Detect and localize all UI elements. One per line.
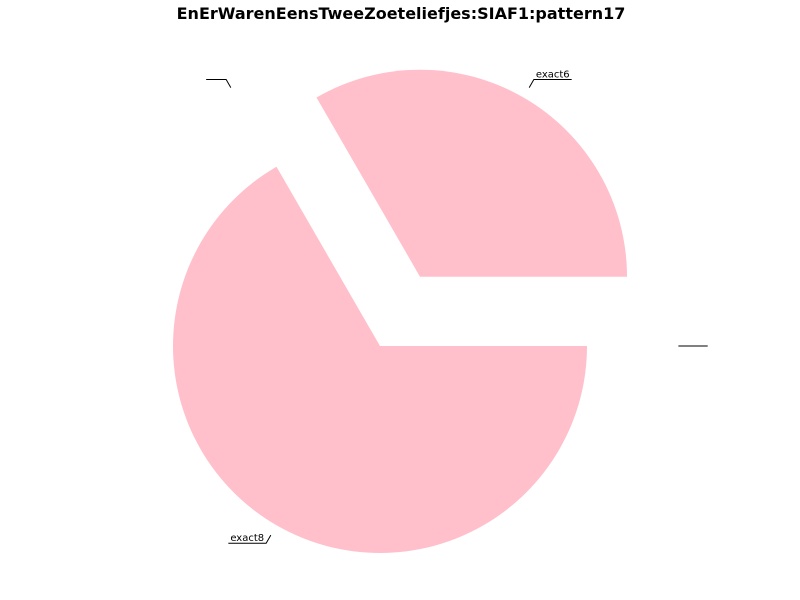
slice-label-exact8: exact8 bbox=[230, 533, 264, 544]
pie-slices bbox=[173, 69, 627, 554]
leader-line-exact8 bbox=[228, 534, 272, 544]
pie-slice-exact8 bbox=[173, 166, 587, 554]
leader-line-exact6 bbox=[528, 79, 572, 88]
chart-title: EnErWarenEensTweeZoeteliefjes:SIAF1:patt… bbox=[177, 4, 626, 23]
pie-slice-exact6 bbox=[316, 69, 627, 277]
leader-line-empty-1 bbox=[206, 79, 232, 88]
pie-labels: exact6 exact8 bbox=[206, 70, 708, 544]
slice-label-exact6: exact6 bbox=[536, 70, 570, 81]
